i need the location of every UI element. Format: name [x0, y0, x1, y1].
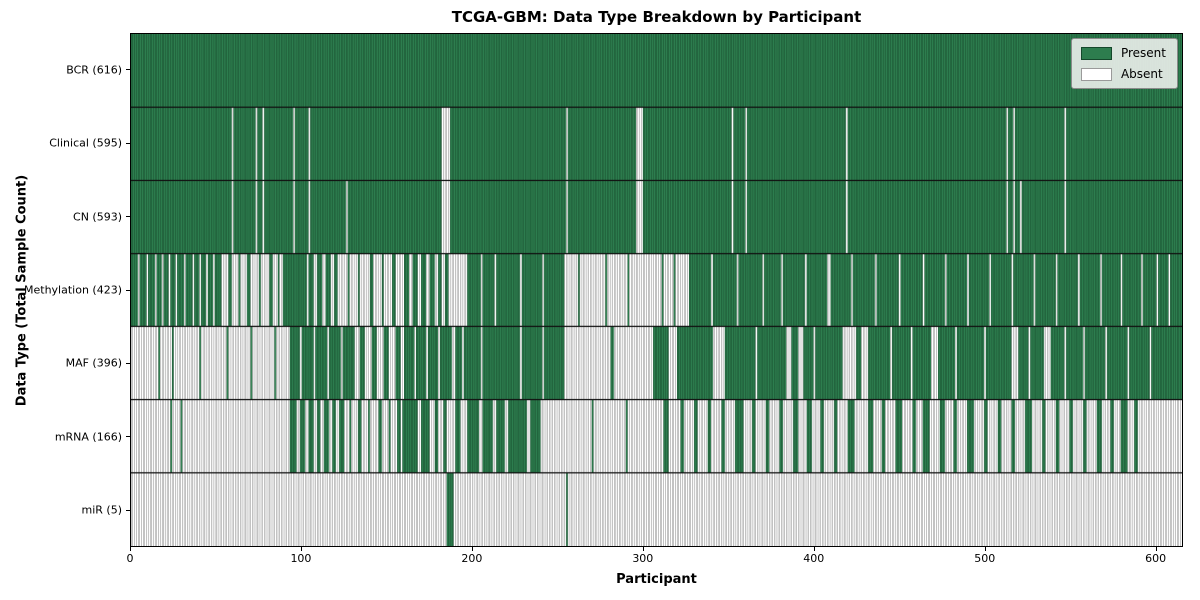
- y-tick-label-clinical: Clinical (595): [49, 136, 122, 150]
- x-tick-mark: [813, 547, 815, 551]
- y-tick-mark: [126, 142, 130, 144]
- x-tick-mark: [471, 547, 473, 551]
- legend-item-present: Present: [1080, 46, 1166, 60]
- legend: Present Absent: [1070, 38, 1178, 89]
- x-tick-mark: [642, 547, 644, 551]
- heatmap-canvas: [131, 34, 1182, 546]
- legend-item-absent: Absent: [1080, 67, 1166, 81]
- y-tick-label-mir: miR (5): [81, 503, 123, 517]
- chart-title: TCGA-GBM: Data Type Breakdown by Partici…: [451, 8, 862, 26]
- y-tick-mark: [126, 509, 130, 511]
- legend-label-present: Present: [1120, 46, 1166, 60]
- y-tick-mark: [126, 436, 130, 438]
- y-tick-label-methylation: Methylation (423): [24, 283, 122, 297]
- x-tick-label: 300: [632, 552, 654, 565]
- y-tick-mark: [126, 362, 130, 364]
- x-tick-mark: [984, 547, 986, 551]
- x-tick-label: 400: [803, 552, 825, 565]
- x-tick-mark: [1155, 547, 1157, 551]
- legend-swatch-present: [1080, 46, 1112, 60]
- x-axis-label: Participant: [616, 572, 697, 587]
- y-tick-mark: [126, 216, 130, 218]
- y-tick-mark: [126, 69, 130, 71]
- y-tick-label-bcr: BCR (616): [66, 63, 122, 77]
- y-tick-label-maf: MAF (396): [65, 356, 122, 370]
- plot-area: [130, 33, 1183, 547]
- legend-swatch-absent: [1080, 67, 1112, 81]
- y-tick-mark: [126, 289, 130, 291]
- legend-label-absent: Absent: [1120, 67, 1163, 81]
- x-tick-label: 500: [974, 552, 996, 565]
- x-tick-label: 200: [461, 552, 483, 565]
- y-tick-label-mrna: mRNA (166): [54, 430, 122, 444]
- x-tick-label: 100: [290, 552, 312, 565]
- x-tick-label: 600: [1145, 552, 1167, 565]
- x-tick-label: 0: [126, 552, 134, 565]
- y-tick-label-cn: CN (593): [73, 210, 122, 224]
- x-tick-mark: [130, 547, 131, 551]
- x-tick-mark: [300, 547, 302, 551]
